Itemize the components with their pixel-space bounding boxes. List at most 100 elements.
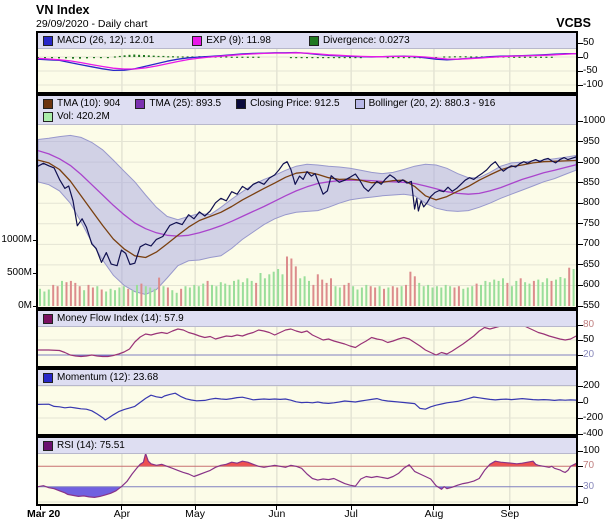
y-tick-label: 200 (583, 380, 600, 391)
y-tick-label: 0 (583, 396, 589, 407)
y-tick-label: 50 (583, 37, 595, 48)
left-tick-mark (33, 305, 38, 307)
volume-swatch-icon (43, 111, 53, 122)
main-panel: TMA (10): 904 TMA (25): 893.5 Closing Pric… (36, 94, 578, 309)
y-tick-mark (578, 450, 583, 452)
y-tick-mark (578, 42, 583, 44)
momentum-swatch-icon (43, 372, 53, 383)
legend-label: RSI (14): 75.51 (57, 440, 125, 451)
y-tick-label: 850 (583, 176, 600, 188)
x-axis-label: Apr (113, 508, 131, 520)
y-tick-label: -200 (583, 412, 604, 423)
main-plot (38, 96, 576, 307)
y-tick-label: 750 (583, 217, 600, 229)
y-tick-mark (578, 465, 583, 467)
x-tick-mark (350, 506, 352, 510)
y-tick-label: 80 (583, 319, 595, 330)
y-tick-label: 650 (583, 258, 600, 270)
x-axis-label: Sep (500, 508, 520, 520)
y-tick-mark (578, 401, 583, 403)
main-legend: TMA (10): 904 TMA (25): 893.5 Closing Pric… (38, 96, 576, 125)
rsi-panel: RSI (14): 75.51 (36, 436, 578, 506)
y-tick-label: 950 (583, 135, 600, 147)
y-tick-mark (578, 339, 583, 341)
y-tick-label: 550 (583, 300, 600, 311)
x-axis-label: Jun (268, 508, 286, 520)
y-tick-mark (578, 182, 583, 184)
y-tick-mark (578, 202, 583, 204)
macd-legend-item: EXP (9): 11.98 (192, 35, 271, 46)
y-tick-mark (578, 70, 583, 72)
chart-date-subtitle: 29/09/2020 - Daily chart (36, 18, 148, 30)
left-tick-label: 500M (6, 267, 32, 278)
closing-price-swatch-icon (236, 98, 247, 109)
y-tick-label: 800 (583, 197, 600, 209)
y-tick-mark (578, 264, 583, 266)
x-axis-label: Aug (424, 508, 444, 520)
momentum-legend: Momentum (12): 23.68 (38, 370, 576, 386)
main-legend-item: Vol: 420.2M (43, 111, 110, 122)
tma25-swatch-icon (135, 98, 146, 109)
main-legend-item: TMA (25): 893.5 (135, 98, 221, 109)
legend-label: TMA (25): 893.5 (149, 98, 222, 109)
legend-label: TMA (10): 904 (57, 98, 121, 109)
y-tick-mark (578, 84, 583, 86)
y-tick-label: -50 (583, 65, 598, 76)
y-tick-mark (578, 354, 583, 356)
main-legend-item: Closing Price: 912.5 (236, 98, 340, 109)
x-tick-mark (39, 506, 41, 510)
main-legend-item: TMA (10): 904 (43, 98, 120, 109)
bollinger-swatch-icon (354, 98, 365, 109)
y-tick-label: 70 (583, 460, 595, 472)
y-tick-label: 600 (583, 279, 600, 291)
left-tick-mark (33, 272, 38, 274)
y-tick-mark (578, 324, 583, 326)
legend-label: Vol: 420.2M (57, 111, 110, 122)
y-tick-mark (578, 56, 583, 58)
y-tick-mark (578, 141, 583, 143)
momentum-legend-item: Momentum (12): 23.68 (43, 372, 158, 383)
legend-label: Closing Price: 912.5 (250, 98, 340, 109)
x-tick-mark (433, 506, 435, 510)
y-tick-mark (578, 417, 583, 419)
macd-swatch-icon (43, 35, 53, 46)
y-tick-label: -400 (583, 428, 604, 439)
x-axis-label: May (185, 508, 206, 520)
tma10-swatch-icon (43, 98, 53, 109)
rsi-legend: RSI (14): 75.51 (38, 438, 576, 454)
legend-label: Money Flow Index (14): 57.9 (57, 313, 184, 324)
brand-logo: VCBS (556, 16, 591, 30)
legend-label: Bollinger (20, 2): 880.3 - 916 (368, 98, 496, 109)
x-axis-label: Mar 20 (27, 508, 61, 520)
y-tick-mark (578, 433, 583, 435)
y-tick-label: 700 (583, 238, 600, 250)
mfi-legend: Money Flow Index (14): 57.9 (38, 311, 576, 327)
legend-label: MACD (26, 12): 12.01 (57, 35, 155, 46)
y-tick-label: 20 (583, 349, 595, 360)
left-tick-mark (33, 239, 38, 241)
macd-legend-item: MACD (26, 12): 12.01 (43, 35, 154, 46)
x-tick-mark (194, 506, 196, 510)
macd-legend: MACD (26, 12): 12.01 EXP (9): 11.98 Diverg… (38, 33, 576, 49)
y-tick-label: -100 (583, 79, 604, 90)
x-axis-label: Jul (344, 508, 358, 520)
momentum-panel: Momentum (12): 23.68 (36, 368, 578, 436)
legend-label: Momentum (12): 23.68 (57, 372, 159, 383)
left-tick-label: 0M (18, 300, 32, 311)
y-tick-mark (578, 284, 583, 286)
momentum-plot (38, 370, 576, 434)
mfi-panel: Money Flow Index (14): 57.9 (36, 309, 578, 368)
x-tick-mark (276, 506, 278, 510)
x-tick-mark (121, 506, 123, 510)
main-legend-item: Bollinger (20, 2): 880.3 - 916 (354, 98, 496, 109)
y-tick-mark (578, 243, 583, 245)
y-tick-label: 100 (583, 445, 600, 456)
divergence-swatch-icon (308, 35, 319, 46)
mfi-legend-item: Money Flow Index (14): 57.9 (43, 313, 184, 324)
y-tick-mark (578, 385, 583, 387)
y-tick-mark (578, 161, 583, 163)
y-tick-label: 50 (583, 334, 595, 345)
x-tick-mark (509, 506, 511, 510)
y-tick-label: 900 (583, 156, 600, 168)
